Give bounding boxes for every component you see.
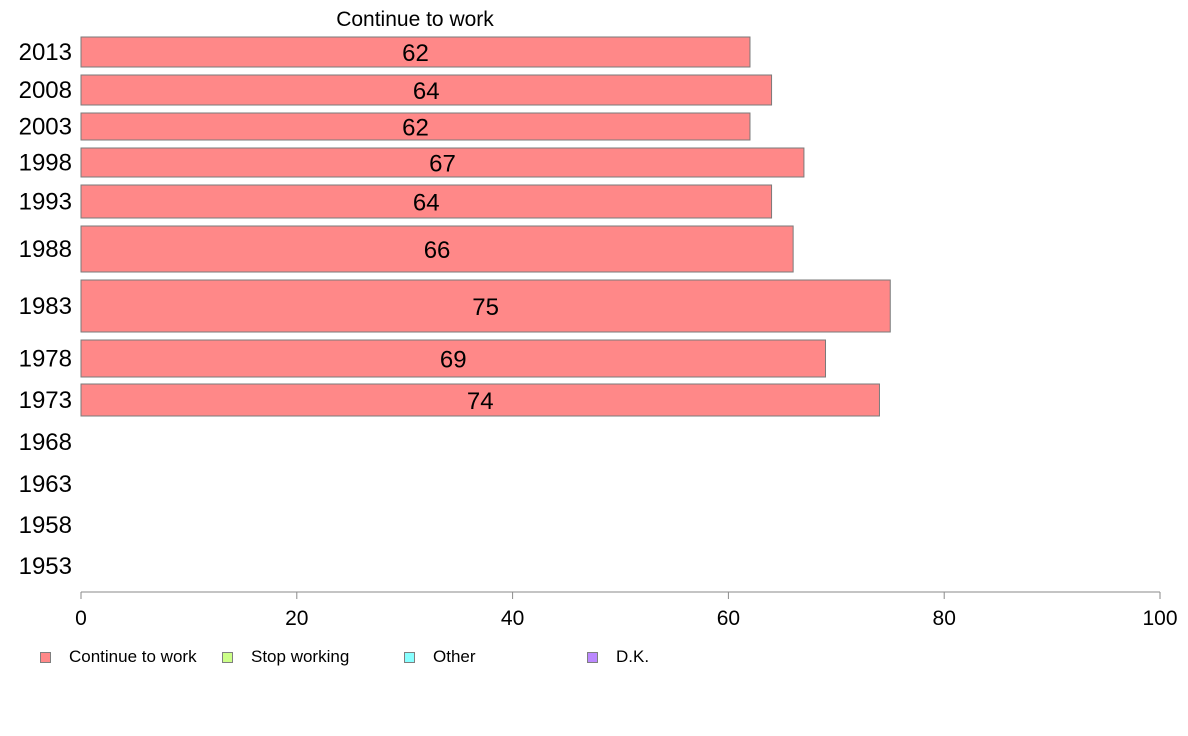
y-tick-label: 1988 (19, 236, 72, 263)
legend-swatch (222, 651, 233, 663)
y-tick-label: 2013 (19, 39, 72, 66)
x-tick-label: 80 (933, 607, 956, 630)
x-tick-label: 20 (285, 607, 308, 630)
legend-swatch (40, 651, 51, 663)
legend-item-stop-working: Stop working (222, 646, 349, 668)
data-label: 64 (413, 78, 440, 105)
y-tick-label: 1973 (19, 387, 72, 414)
bar (80, 36, 751, 68)
legend-item-continue-to-work: Continue to work (40, 646, 197, 668)
bar (80, 339, 827, 378)
data-label: 66 (424, 237, 451, 264)
bar (80, 112, 751, 141)
legend-label: Stop working (251, 647, 350, 666)
legend-label: D.K. (616, 647, 650, 666)
y-tick-label: 2008 (19, 77, 72, 104)
y-tick-label: 1993 (19, 189, 72, 216)
bar (80, 383, 880, 417)
y-tick-label: 1968 (19, 429, 72, 456)
data-label: 74 (467, 388, 494, 415)
x-tick-label: 0 (75, 607, 87, 630)
y-tick-label: 1953 (19, 553, 72, 580)
y-tick-label: 1983 (19, 293, 72, 320)
legend-item-dk: D.K. (587, 646, 649, 668)
y-tick-label: 2003 (19, 114, 72, 141)
bar (80, 184, 773, 219)
data-label: 69 (440, 347, 467, 374)
legend: Continue to work Stop working Other D.K. (40, 646, 740, 668)
y-tick-label: 1963 (19, 471, 72, 498)
y-tick-label: 1998 (19, 150, 72, 177)
y-tick-label: 1958 (19, 512, 72, 539)
x-tick-label: 100 (1142, 607, 1177, 630)
data-label: 75 (472, 294, 499, 321)
data-label: 62 (402, 40, 429, 67)
x-tick-label: 60 (717, 607, 740, 630)
legend-label: Continue to work (69, 647, 197, 666)
data-label: 62 (402, 115, 429, 142)
legend-swatch (587, 651, 598, 663)
legend-swatch (404, 651, 415, 663)
legend-label: Other (433, 647, 476, 666)
bar (80, 74, 773, 106)
x-tick-label: 40 (501, 607, 524, 630)
y-tick-label: 1978 (19, 346, 72, 373)
legend-item-other: Other (404, 646, 476, 668)
bar (80, 147, 805, 178)
data-label: 67 (429, 151, 456, 178)
data-label: 64 (413, 190, 440, 217)
bar (80, 225, 794, 273)
chart-title: Continue to work (336, 8, 494, 31)
bar (80, 279, 891, 333)
